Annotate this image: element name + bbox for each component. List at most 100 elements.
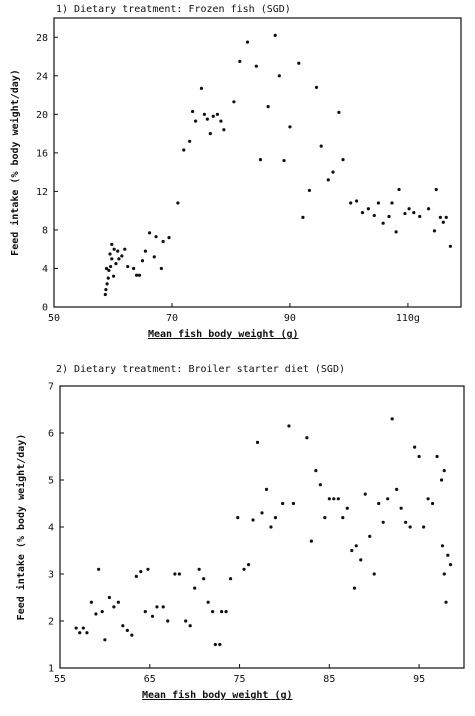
data-point xyxy=(220,610,224,614)
data-point xyxy=(112,247,116,251)
data-point xyxy=(224,610,228,614)
data-point xyxy=(314,469,318,473)
y-tick-label: 8 xyxy=(42,225,48,236)
y-tick-label: 3 xyxy=(48,570,54,581)
data-point xyxy=(176,201,180,205)
data-point xyxy=(152,255,156,259)
data-point xyxy=(417,454,421,459)
data-point xyxy=(354,199,359,203)
data-point xyxy=(103,292,107,297)
data-point xyxy=(104,266,109,271)
data-point xyxy=(132,266,136,271)
data-point xyxy=(188,139,192,143)
data-point xyxy=(442,572,446,576)
x-tick-label: 55 xyxy=(54,674,66,685)
data-point xyxy=(444,215,448,220)
data-point xyxy=(242,567,246,571)
y-tick-label: 1 xyxy=(48,664,54,675)
data-point xyxy=(143,249,148,253)
data-point xyxy=(448,563,453,567)
x-tick-label: 65 xyxy=(144,674,156,685)
data-point xyxy=(155,605,159,609)
data-point xyxy=(404,520,408,524)
data-point xyxy=(413,445,417,449)
scatter-plot-2: 1 2 3 4 5 6 7 55 65 75 85 95 Mean fish body weight (… xyxy=(15,382,465,701)
data-point xyxy=(125,628,129,632)
data-point xyxy=(111,274,116,278)
data-point xyxy=(266,105,270,109)
data-point xyxy=(182,148,186,152)
data-point xyxy=(105,282,109,286)
data-point xyxy=(434,187,438,192)
data-point xyxy=(390,417,394,421)
data-point xyxy=(349,201,353,205)
data-point xyxy=(352,586,357,590)
data-point xyxy=(439,478,444,482)
data-point xyxy=(116,600,120,604)
data-point xyxy=(426,497,430,501)
x-tick-label: 110g xyxy=(396,313,420,324)
data-point xyxy=(202,112,207,116)
data-point xyxy=(110,242,114,246)
data-point xyxy=(161,239,165,244)
data-point xyxy=(291,501,296,506)
data-point xyxy=(123,247,127,251)
data-point xyxy=(318,483,322,487)
data-point xyxy=(448,244,452,248)
data-point xyxy=(430,501,435,506)
y-tick-label: 5 xyxy=(48,476,54,487)
data-point xyxy=(363,492,367,496)
data-point xyxy=(395,487,399,491)
data-point xyxy=(205,117,209,121)
data-point xyxy=(184,619,188,623)
data-point xyxy=(238,59,242,63)
data-point xyxy=(264,487,269,491)
data-point xyxy=(394,230,398,234)
data-point xyxy=(444,600,448,604)
plot-frame xyxy=(53,17,462,308)
data-point xyxy=(251,518,255,522)
data-point xyxy=(319,144,323,148)
data-point xyxy=(108,252,112,256)
data-point xyxy=(173,572,177,576)
x-tick-label: 85 xyxy=(323,674,335,685)
data-point xyxy=(440,544,445,548)
data-point xyxy=(121,624,125,628)
x-tick-label: 75 xyxy=(234,674,246,685)
data-point xyxy=(273,516,278,520)
data-point xyxy=(403,211,407,216)
y-axis-label: Feed intake (% body weight/day) xyxy=(15,434,27,621)
data-point xyxy=(408,525,412,529)
data-point xyxy=(85,631,89,635)
data-point xyxy=(326,178,330,182)
data-point xyxy=(208,132,212,136)
data-point xyxy=(258,158,263,162)
data-point xyxy=(277,74,281,78)
y-tick-label: 0 xyxy=(42,303,48,314)
data-point xyxy=(202,577,206,581)
data-point xyxy=(218,642,222,647)
data-point xyxy=(377,501,381,506)
data-point xyxy=(222,128,226,132)
data-point xyxy=(446,553,450,557)
data-point xyxy=(94,612,98,616)
data-point xyxy=(114,262,118,266)
x-tick-label: 90 xyxy=(284,313,296,324)
data-point xyxy=(287,424,291,428)
data-point xyxy=(305,436,309,440)
data-point xyxy=(139,570,143,574)
data-point xyxy=(390,201,394,205)
data-point xyxy=(134,273,139,277)
data-point xyxy=(418,214,422,219)
data-point xyxy=(255,440,260,444)
y-tick-label: 7 xyxy=(48,382,54,393)
scatter-plot-1: 0 4 8 12 16 20 24 28 50 70 90 110g Mean fish body we… xyxy=(9,17,462,340)
data-point xyxy=(228,577,233,581)
data-point xyxy=(134,574,138,578)
data-point xyxy=(191,109,195,114)
data-point xyxy=(219,119,223,123)
chart-panel-1: 1) Dietary treatment: Frozen fish (SGD) … xyxy=(0,0,475,355)
data-point xyxy=(386,497,390,501)
data-point xyxy=(323,516,327,520)
data-point xyxy=(146,567,150,571)
